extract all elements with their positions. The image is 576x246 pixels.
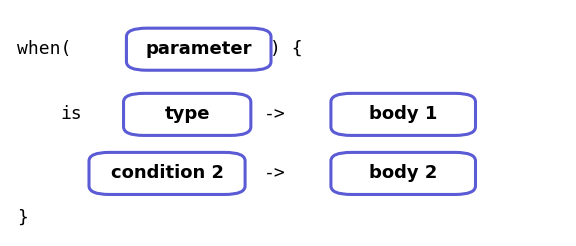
Text: ->: -> [264, 105, 286, 123]
FancyBboxPatch shape [331, 152, 475, 194]
Text: ->: -> [264, 164, 286, 183]
Text: }: } [17, 209, 28, 227]
Text: when(: when( [17, 40, 71, 58]
Text: type: type [165, 105, 210, 123]
FancyBboxPatch shape [89, 152, 245, 194]
Text: ) {: ) { [270, 40, 302, 58]
FancyBboxPatch shape [331, 93, 475, 135]
FancyBboxPatch shape [124, 93, 251, 135]
Text: condition 2: condition 2 [111, 164, 223, 183]
Text: body 2: body 2 [369, 164, 437, 183]
Text: body 1: body 1 [369, 105, 437, 123]
Text: parameter: parameter [146, 40, 252, 58]
Text: is: is [60, 105, 82, 123]
FancyBboxPatch shape [126, 28, 271, 70]
